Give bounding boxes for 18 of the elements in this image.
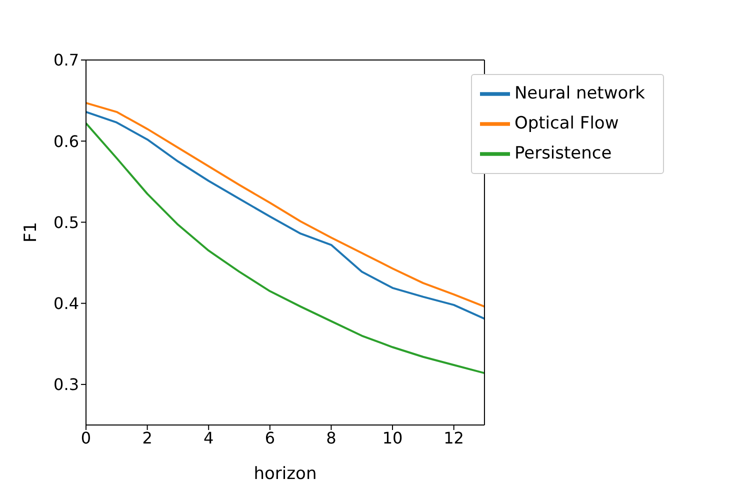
y-tick-label: 0.7 <box>54 50 79 70</box>
x-tick-label: 6 <box>264 428 275 448</box>
x-tick-label: 12 <box>444 428 464 448</box>
x-tick-label: 10 <box>382 428 403 448</box>
legend-label: Optical Flow <box>514 114 619 134</box>
y-tick-label: 0.6 <box>54 132 79 151</box>
y-tick-label: 0.5 <box>54 212 79 232</box>
x-tick-label: 0 <box>80 428 92 448</box>
x-tick-label: 4 <box>204 428 214 448</box>
line-series <box>86 122 484 374</box>
x-axis-title: horizon <box>254 464 317 484</box>
legend-label: Neural network <box>514 84 645 104</box>
y-axis-title: F1 <box>21 222 42 242</box>
legend-label: Persistence <box>514 144 612 164</box>
x-tick-label: 8 <box>326 428 336 448</box>
y-tick-label: 0.3 <box>54 375 79 394</box>
y-tick-label: 0.4 <box>54 294 79 314</box>
x-tick-label: 2 <box>142 428 152 448</box>
